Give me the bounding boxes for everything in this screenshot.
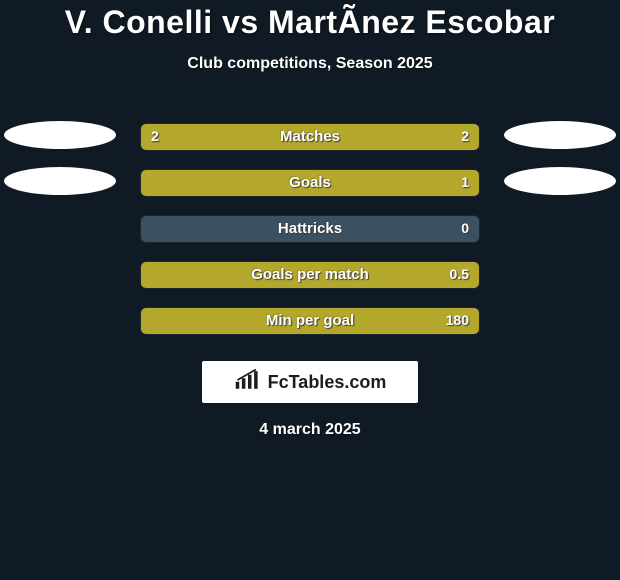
brand-badge: FcTables.com [202,361,418,403]
stat-row: Goals1 [0,163,620,209]
stat-row: Hattricks0 [0,209,620,255]
stat-bar-right-fill [141,308,479,334]
stat-bar-bg [141,216,479,242]
stat-bar-left-fill [141,124,310,150]
stat-bar-right-fill [141,262,479,288]
stat-row: Goals per match0.5 [0,255,620,301]
date-label: 4 march 2025 [0,421,620,439]
right-player-ellipse [504,121,616,149]
page-subtitle: Club competitions, Season 2025 [0,55,620,73]
right-player-ellipse [504,167,616,195]
stat-bar-right-fill [310,124,479,150]
comparison-card: V. Conelli vs MartÃ­nez Escobar Club com… [0,0,620,580]
stat-bar-right-fill [141,170,479,196]
stat-row: Min per goal180 [0,301,620,347]
stat-bar: Hattricks0 [140,215,480,243]
page-title: V. Conelli vs MartÃ­nez Escobar [0,4,620,41]
stat-bar: Goals1 [140,169,480,197]
stat-row: Matches22 [0,117,620,163]
stat-rows: Matches22 Goals1 Hattricks0 Goals per match… [0,117,620,347]
brand-text: FcTables.com [268,372,387,393]
stat-bar: Goals per match0.5 [140,261,480,289]
stat-bar: Matches22 [140,123,480,151]
left-player-ellipse [4,121,116,149]
left-player-ellipse [4,167,116,195]
stat-bar: Min per goal180 [140,307,480,335]
brand-chart-icon [234,369,262,396]
